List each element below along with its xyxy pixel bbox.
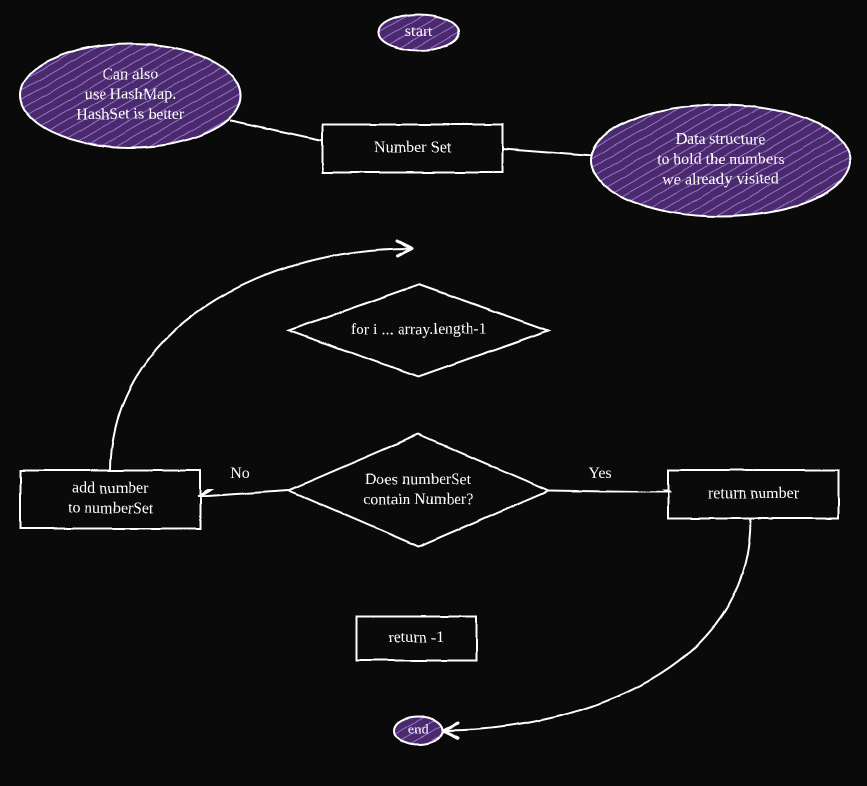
edge-contains-to-return_num [548,490,668,492]
edge-numberSet-to-note_right [502,148,592,155]
node-text: to numberSet [67,500,153,517]
node-return_neg1: return -1 [356,616,476,660]
node-for_loop: for i ... array.length-1 [288,284,548,376]
edge-return_num-to-end [444,518,750,730]
node-contains: Does numberSet contain Number? [288,434,548,546]
edge-label: Yes [588,465,611,482]
edge-note_left-to-numberSet [230,120,322,140]
node-text: end [408,722,428,737]
edge-contains-to-add_number [200,490,288,496]
node-text: Data structure [675,131,765,148]
node-text: contain Number? [363,491,474,508]
node-text: start [404,23,432,40]
node-note_left: Can also use HashMap. HashSet is better [20,43,240,147]
node-numberSet: Number Set [322,124,502,172]
node-text: for i ... array.length-1 [350,321,486,338]
node-text: return number [707,485,799,502]
node-start: start [378,14,458,50]
node-text: Does numberSet [365,471,472,488]
node-text: to hold the numbers [656,151,784,168]
node-text: HashSet is better [76,106,185,123]
node-text: we already visited [662,171,778,188]
edge-label: No [230,465,250,482]
node-note_right: Data structure to hold the numbers we alre… [590,104,850,216]
node-add_number: add number to numberSet [20,470,200,528]
node-text: Can also [102,66,158,83]
node-text: Number Set [374,139,451,156]
node-return_num: return number [668,470,838,518]
node-text: add number [72,480,149,497]
node-text: use HashMap. [84,86,176,103]
node-end: end [394,716,442,744]
node-text: return -1 [388,629,444,646]
edge-add_number-to-for_loop [110,248,410,470]
